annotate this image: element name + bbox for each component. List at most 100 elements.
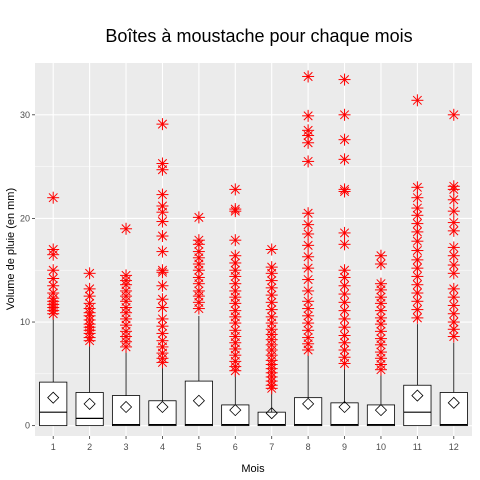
outlier-point (447, 259, 460, 272)
x-tick-label: 12 (449, 442, 459, 452)
box-month-11 (403, 324, 432, 427)
outlier-point (411, 181, 424, 194)
mean-marker (119, 400, 133, 414)
outlier-points (47, 70, 460, 395)
outlier-point (447, 316, 460, 329)
outlier-point (47, 191, 60, 204)
outlier-point (302, 273, 315, 286)
box-month-10 (366, 373, 396, 427)
outlier-point (338, 185, 351, 198)
outlier-point (302, 109, 315, 122)
x-tick-label: 11 (413, 442, 422, 452)
outlier-point (265, 274, 278, 287)
outlier-point (338, 108, 351, 121)
x-axis: 1 2 3 4 5 6 7 8 9 10 11 12 (51, 436, 459, 452)
outlier-point (447, 330, 460, 343)
y-tick-label: 20 (20, 213, 30, 223)
outlier-point (338, 304, 351, 317)
outlier-point (156, 312, 169, 325)
x-tick-label: 10 (376, 442, 386, 452)
outlier-point (229, 364, 242, 377)
box-month-12 (439, 342, 468, 427)
outlier-point (338, 271, 351, 284)
outlier-point (374, 297, 387, 310)
box-iqr (403, 384, 432, 427)
y-tick-label: 0 (25, 421, 30, 431)
outlier-point (411, 191, 424, 204)
mean-marker (192, 394, 205, 407)
outlier-point (229, 183, 242, 196)
mean-marker (47, 391, 60, 404)
outlier-point (374, 318, 387, 331)
outlier-point (302, 250, 315, 263)
box-month-5 (184, 315, 213, 427)
x-tick-label: 5 (196, 442, 201, 452)
outlier-point (411, 244, 424, 257)
outlier-point (447, 299, 460, 312)
box-iqr (439, 392, 468, 427)
outlier-point (338, 357, 351, 370)
outlier-point (192, 211, 205, 224)
x-axis-label: Mois (241, 463, 265, 475)
outlier-point (265, 243, 278, 256)
outlier-point (83, 290, 96, 303)
y-axis-label: Volume de pluie (en mm) (5, 188, 17, 310)
outlier-point (374, 258, 387, 271)
outlier-point (302, 207, 315, 220)
outlier-point (447, 193, 460, 206)
x-tick-label: 7 (269, 442, 274, 452)
mean-marker (302, 397, 315, 410)
x-tick-label: 8 (306, 442, 311, 452)
outlier-point (302, 284, 315, 297)
outlier-point (374, 352, 387, 365)
box-month-7 (257, 391, 286, 427)
outlier-point (83, 267, 96, 280)
box-iqr (184, 380, 213, 427)
outlier-point (411, 94, 424, 107)
outlier-point (411, 303, 424, 316)
outlier-point (156, 215, 169, 228)
outlier-point (447, 205, 460, 218)
x-tick-label: 6 (233, 442, 238, 452)
outlier-point (302, 239, 315, 252)
box-iqr (148, 400, 177, 427)
outlier-point (265, 289, 278, 302)
outlier-point (447, 267, 460, 280)
outlier-point (302, 302, 315, 315)
outlier-point (192, 302, 205, 315)
y-tick-label: 30 (20, 110, 30, 120)
outlier-point (302, 155, 315, 168)
outlier-point (411, 311, 424, 324)
outlier-point (156, 279, 169, 292)
x-tick-label: 3 (124, 442, 129, 452)
box-month-3 (111, 351, 141, 427)
box-month-9 (330, 367, 359, 427)
outlier-point (47, 264, 60, 277)
outlier-point (229, 234, 242, 247)
outlier-point (302, 344, 315, 357)
outlier-point (156, 230, 169, 243)
box-month-1 (39, 316, 68, 427)
outlier-point (156, 163, 169, 176)
boxes (39, 315, 468, 427)
outlier-point (302, 227, 315, 240)
outlier-point (265, 382, 278, 395)
outlier-point (338, 312, 351, 325)
outlier-point (156, 118, 169, 131)
chart-title: Boîtes à moustache pour chaque mois (105, 26, 412, 46)
box-month-8 (294, 355, 323, 427)
outlier-point (47, 307, 60, 320)
mean-marker (374, 404, 388, 417)
plot-panel (35, 63, 472, 436)
mean-marker (338, 400, 351, 414)
outlier-point (156, 188, 169, 201)
box-iqr (330, 402, 359, 427)
outlier-point (229, 249, 242, 262)
outlier-point (47, 248, 60, 261)
x-tick-label: 2 (87, 442, 92, 452)
outlier-point (120, 340, 133, 353)
outlier-point (374, 363, 387, 376)
box-iqr (39, 381, 68, 427)
outlier-point (302, 70, 315, 83)
